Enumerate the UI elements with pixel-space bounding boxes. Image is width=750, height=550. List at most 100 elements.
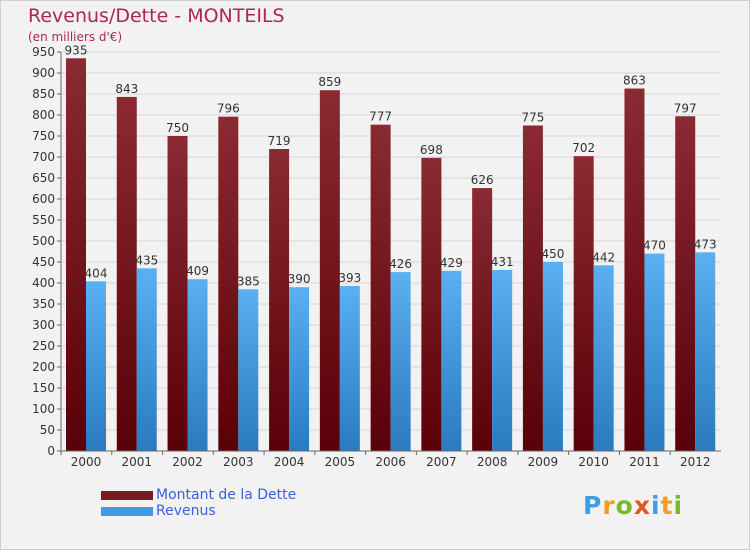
revenus-bar bbox=[390, 272, 411, 451]
revenus-bar bbox=[339, 285, 360, 451]
revenus-value-label: 385 bbox=[237, 274, 260, 288]
revenus-bar bbox=[187, 279, 208, 451]
y-tick-label: 700 bbox=[32, 150, 55, 164]
logo-letter: r bbox=[602, 491, 616, 520]
logo-letter: i bbox=[673, 491, 684, 520]
logo-letter: x bbox=[633, 491, 651, 520]
debt-bar bbox=[218, 116, 239, 452]
debt-bar bbox=[66, 58, 86, 452]
revenus-value-label: 470 bbox=[643, 239, 666, 253]
debt-value-label: 750 bbox=[166, 121, 189, 135]
revenus-bar bbox=[238, 289, 259, 451]
x-tick-label: 2011 bbox=[629, 455, 660, 469]
logo-letter: o bbox=[615, 491, 634, 520]
proxiti-logo: Proxiti bbox=[583, 491, 683, 520]
x-tick-label: 2003 bbox=[223, 455, 254, 469]
y-tick-label: 150 bbox=[32, 381, 55, 395]
revenus-value-label: 429 bbox=[440, 256, 463, 270]
y-tick-label: 450 bbox=[32, 255, 55, 269]
y-tick-label: 650 bbox=[32, 171, 55, 185]
y-tick-label: 50 bbox=[40, 423, 55, 437]
x-tick-label: 2004 bbox=[274, 455, 305, 469]
revenus-bar bbox=[441, 270, 462, 451]
revenus-bar bbox=[136, 268, 157, 451]
debt-bar bbox=[675, 116, 696, 451]
debt-bar bbox=[573, 156, 594, 451]
y-tick-label: 500 bbox=[32, 234, 55, 248]
revenus-bar bbox=[542, 262, 563, 451]
x-tick-label: 2006 bbox=[375, 455, 406, 469]
legend-swatch-debt bbox=[101, 491, 153, 500]
debt-value-label: 626 bbox=[471, 173, 494, 187]
revenus-value-label: 390 bbox=[288, 272, 311, 286]
legend-label-debt: Montant de la Dette bbox=[156, 487, 297, 503]
x-tick-label: 2002 bbox=[172, 455, 203, 469]
y-tick-label: 400 bbox=[32, 276, 55, 290]
x-tick-label: 2005 bbox=[325, 455, 356, 469]
revenus-bar bbox=[644, 253, 665, 451]
y-tick-label: 900 bbox=[32, 66, 55, 80]
y-tick-label: 950 bbox=[32, 45, 55, 59]
x-tick-label: 2000 bbox=[71, 455, 102, 469]
y-tick-label: 550 bbox=[32, 213, 55, 227]
revenus-value-label: 473 bbox=[694, 237, 717, 251]
y-tick-label: 300 bbox=[32, 318, 55, 332]
debt-value-label: 775 bbox=[521, 111, 544, 125]
legend-swatch-revenus bbox=[101, 507, 153, 516]
debt-bar bbox=[319, 90, 340, 451]
debt-bar bbox=[167, 136, 188, 451]
x-tick-label: 2008 bbox=[477, 455, 508, 469]
y-tick-label: 100 bbox=[32, 402, 55, 416]
debt-bar bbox=[269, 149, 290, 451]
debt-value-label: 698 bbox=[420, 143, 443, 157]
revenus-value-label: 409 bbox=[186, 264, 209, 278]
legend-label-revenus: Revenus bbox=[156, 503, 216, 519]
y-tick-label: 600 bbox=[32, 192, 55, 206]
x-tick-label: 2007 bbox=[426, 455, 457, 469]
chart-title: Revenus/Dette - MONTEILS bbox=[28, 5, 285, 27]
debt-bar bbox=[370, 124, 391, 451]
revenus-value-label: 431 bbox=[491, 255, 514, 269]
revenus-value-label: 435 bbox=[135, 253, 158, 267]
debt-bar bbox=[624, 88, 645, 451]
y-tick-label: 800 bbox=[32, 108, 55, 122]
x-tick-label: 2009 bbox=[528, 455, 559, 469]
x-axis: 2000 2001 2002 2003 2004 2005 2006 2007 2008 2009… bbox=[60, 450, 721, 469]
debt-value-label: 702 bbox=[572, 141, 595, 155]
revenus-bar bbox=[695, 252, 716, 451]
debt-value-label: 796 bbox=[217, 102, 240, 116]
debt-bar bbox=[522, 125, 543, 451]
revenus-bar bbox=[86, 281, 106, 451]
y-tick-label: 850 bbox=[32, 87, 55, 101]
data-labels: 935 404 843 435 750 409 796 385 719 390 859 393 777 4… bbox=[65, 43, 717, 288]
y-tick-label: 250 bbox=[32, 339, 55, 353]
y-tick-label: 200 bbox=[32, 360, 55, 374]
debt-value-label: 777 bbox=[369, 110, 392, 124]
debt-bar bbox=[116, 96, 137, 451]
chart-subtitle: (en milliers d'€) bbox=[28, 30, 123, 44]
y-tick-label: 750 bbox=[32, 129, 55, 143]
debt-value-label: 863 bbox=[623, 74, 646, 88]
debt-value-label: 719 bbox=[268, 134, 291, 148]
revenus-value-label: 426 bbox=[389, 257, 412, 271]
revenus-value-label: 393 bbox=[338, 271, 361, 285]
debt-bar bbox=[472, 188, 493, 451]
x-tick-label: 2010 bbox=[578, 455, 609, 469]
y-axis: 0 50 100 150 200 250 300 350 400 450 500 550 600 650 7… bbox=[32, 45, 62, 458]
revenus-bar bbox=[593, 265, 614, 451]
revenus-value-label: 404 bbox=[85, 266, 108, 280]
x-tick-label: 2001 bbox=[121, 455, 152, 469]
logo-letter: i bbox=[651, 491, 661, 520]
bars bbox=[66, 58, 716, 452]
logo-letter: P bbox=[583, 491, 603, 520]
logo-letter: t bbox=[660, 491, 674, 520]
debt-value-label: 859 bbox=[318, 75, 341, 89]
y-tick-label: 350 bbox=[32, 297, 55, 311]
debt-value-label: 843 bbox=[115, 82, 138, 96]
revenus-bar bbox=[289, 287, 310, 451]
revenus-bar bbox=[492, 269, 513, 451]
debt-value-label: 797 bbox=[674, 101, 697, 115]
revenus-value-label: 450 bbox=[541, 247, 564, 261]
